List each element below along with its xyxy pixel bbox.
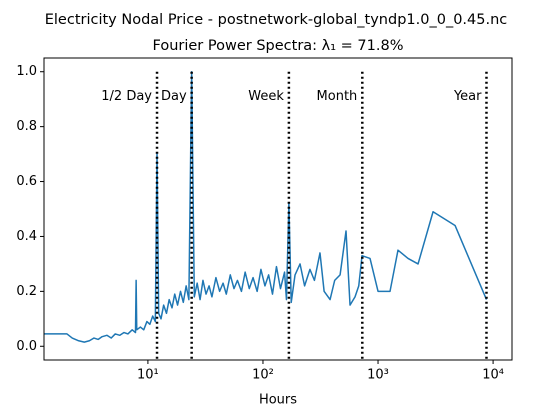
- period-label: Week: [248, 89, 284, 104]
- x-tick-label: 10²: [252, 368, 274, 383]
- x-tick-label: 10¹: [137, 368, 159, 383]
- period-label: 1/2 Day: [101, 89, 152, 104]
- x-axis-label: Hours: [259, 393, 297, 408]
- period-label: Month: [317, 89, 358, 104]
- chart-title: Electricity Nodal Price - postnetwork-gl…: [45, 12, 508, 28]
- y-tick-label: 0.0: [16, 339, 37, 354]
- y-tick-label: 0.4: [16, 229, 37, 244]
- y-tick-label: 0.2: [16, 284, 37, 299]
- y-tick-label: 1.0: [16, 64, 37, 79]
- chart-subtitle: Fourier Power Spectra: λ₁ = 71.8%: [153, 38, 404, 54]
- plot-frame: [43, 57, 513, 361]
- x-tick-label: 10³: [367, 368, 389, 383]
- period-label: Year: [453, 89, 482, 104]
- x-tick-label: 10⁴: [482, 368, 504, 383]
- period-label: Day: [161, 89, 187, 104]
- data-line: [44, 70, 488, 343]
- y-tick-label: 0.6: [16, 174, 37, 189]
- y-tick-label: 0.8: [16, 119, 37, 134]
